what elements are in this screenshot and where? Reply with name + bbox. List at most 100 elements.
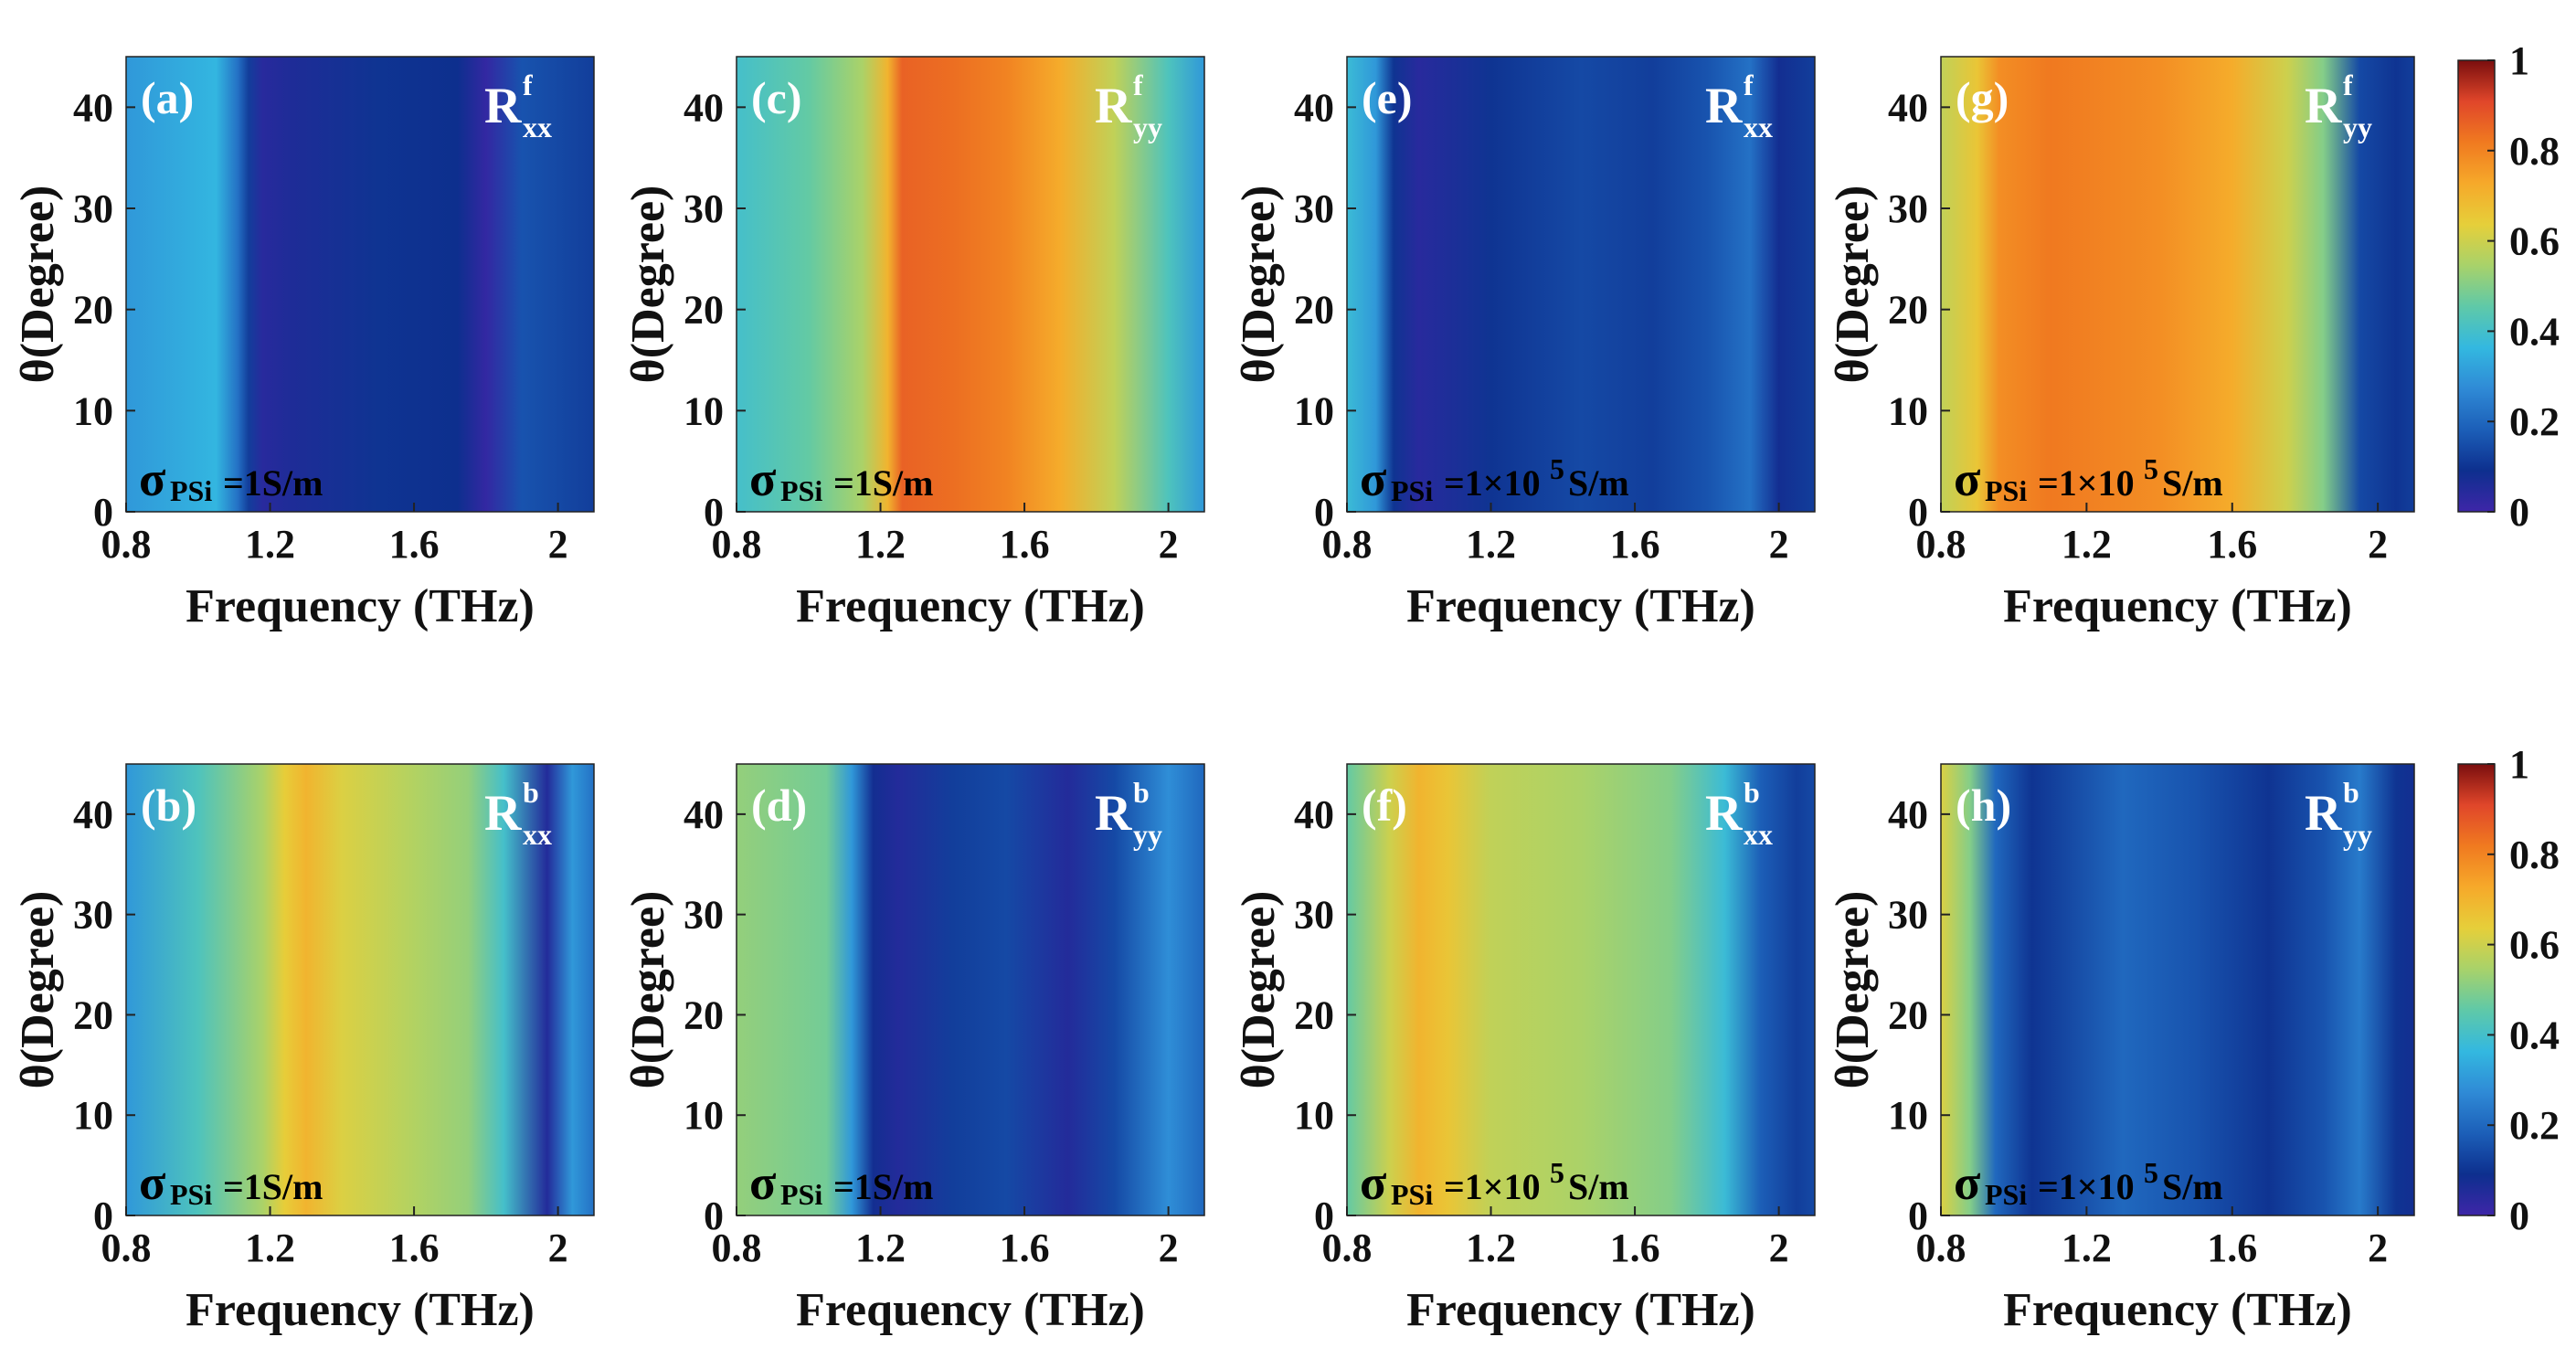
y-tick-label: 10 (1294, 1093, 1334, 1138)
sigma-symbol: σ (139, 1155, 166, 1210)
panel-a: 0 10 20 30 40 0.8 1.2 1.6 2 Frequency (THz) θ(Degr… (12, 56, 595, 632)
colorbar-tick-label: 0.8 (2509, 833, 2560, 877)
sigma-value: =1×10 (2038, 1166, 2135, 1207)
x-tick-label: 0.8 (101, 522, 152, 567)
y-tick-label: 10 (1888, 1093, 1928, 1138)
heatmap-a (126, 57, 594, 512)
y-axis-label: θ(Degree) (622, 891, 674, 1089)
panel-label: (g) (1956, 72, 2009, 123)
x-tick-label: 0.8 (1916, 522, 1966, 567)
sigma-subscript: PSi (780, 1178, 822, 1211)
reflectance-side: f (2343, 69, 2353, 101)
axes-frame (125, 763, 595, 1216)
y-tick-label: 40 (1294, 85, 1334, 130)
x-tick-label: 1.2 (2062, 522, 2112, 567)
reflectance-component: xx (1744, 111, 1773, 143)
y-tick-label: 40 (684, 85, 724, 130)
reflectance-side: f (523, 69, 533, 101)
sigma-symbol: σ (1360, 451, 1387, 506)
reflectance-side: b (1133, 776, 1150, 809)
reflectance-component: xx (523, 818, 552, 851)
x-tick-label: 0.8 (1322, 1226, 1373, 1270)
y-tick-label: 10 (1888, 388, 1928, 433)
x-tick-label: 1.6 (2207, 522, 2257, 567)
x-axis-label: Frequency (THz) (2003, 1284, 2352, 1336)
y-tick-label: 20 (684, 992, 724, 1037)
sigma-symbol: σ (1954, 1155, 1981, 1210)
sigma-exponent: 5 (1550, 1156, 1564, 1189)
sigma-symbol: σ (749, 451, 777, 506)
y-tick-label: 30 (73, 186, 113, 231)
y-axis-label: θ(Degree) (12, 891, 64, 1089)
sigma-subscript: PSi (170, 474, 212, 507)
heatmap-g (1941, 57, 2414, 512)
reflectance-side: b (523, 776, 539, 809)
y-tick-label: 0 (1908, 490, 1928, 535)
panel-label: (h) (1956, 780, 2011, 831)
panel-g: 0 10 20 30 40 0.8 1.2 1.6 2 Frequency (THz) θ(Degr… (1827, 56, 2415, 632)
panel-label: (d) (751, 780, 807, 831)
colorbar-tick-label: 1 (2509, 38, 2529, 83)
reflectance-label: R (484, 785, 522, 842)
y-axis-label: θ(Degree) (1233, 891, 1285, 1089)
reflectance-label: R (1095, 785, 1132, 842)
sigma-symbol: σ (139, 451, 166, 506)
y-tick-label: 10 (73, 388, 113, 433)
sigma-value: =1×10 (2038, 462, 2135, 504)
axes-frame (1940, 56, 2415, 513)
y-tick-label: 40 (1888, 792, 1928, 837)
x-tick-label: 2 (2368, 1226, 2388, 1270)
y-tick-label: 30 (684, 186, 724, 231)
x-tick-label: 2 (548, 522, 568, 567)
heatmap-d (737, 764, 1204, 1215)
reflectance-label: R (2305, 78, 2342, 134)
sigma-subscript: PSi (780, 474, 822, 507)
x-tick-label: 1.6 (1610, 1226, 1660, 1270)
x-tick-label: 1.6 (389, 1226, 440, 1270)
x-tick-label: 2 (548, 1226, 568, 1270)
y-tick-label: 0 (1314, 490, 1334, 535)
sigma-subscript: PSi (1391, 1178, 1433, 1211)
x-axis-label: Frequency (THz) (796, 1284, 1145, 1336)
heatmap-e (1347, 57, 1815, 512)
sigma-value: =1S/m (833, 462, 933, 504)
sigma-exponent: 5 (2144, 1156, 2158, 1189)
colorbar-tick-label: 1 (2509, 742, 2529, 787)
y-axis-label: θ(Degree) (1827, 186, 1879, 384)
axes-frame (736, 56, 1205, 513)
y-tick-label: 30 (73, 893, 113, 938)
panel-label: (b) (141, 780, 196, 831)
y-tick-label: 40 (684, 792, 724, 837)
reflectance-component: yy (1133, 818, 1162, 851)
sigma-unit: S/m (2162, 1166, 2223, 1207)
axes-frame (736, 763, 1205, 1216)
x-tick-label: 2 (1159, 522, 1179, 567)
x-axis-label: Frequency (THz) (1406, 580, 1755, 632)
x-tick-label: 2 (1159, 1226, 1179, 1270)
panel-e: 0 10 20 30 40 0.8 1.2 1.6 2 Frequency (THz) θ(Degr… (1233, 56, 1816, 632)
heatmap-b (126, 764, 594, 1215)
y-tick-label: 40 (73, 792, 113, 837)
y-axis-label: θ(Degree) (1233, 186, 1285, 384)
panel-c: 0 10 20 30 40 0.8 1.2 1.6 2 Frequency (THz) θ(Degr… (622, 56, 1205, 632)
x-tick-label: 1.2 (855, 1226, 906, 1270)
panel-d: 0 10 20 30 40 0.8 1.2 1.6 2 Frequency (THz) θ(Degr… (622, 763, 1205, 1336)
y-tick-label: 10 (684, 1093, 724, 1138)
x-tick-label: 0.8 (712, 1226, 762, 1270)
x-tick-label: 1.6 (1000, 522, 1050, 567)
colorbar-bottom: 1 0.8 0.6 0.4 0.2 0 (2457, 742, 2560, 1238)
sigma-exponent: 5 (2144, 452, 2158, 485)
reflectance-component: yy (2343, 818, 2372, 851)
reflectance-label: R (1705, 78, 1743, 134)
axes-frame (1940, 763, 2415, 1216)
x-tick-label: 1.2 (1466, 522, 1516, 567)
y-tick-label: 20 (1294, 992, 1334, 1037)
sigma-symbol: σ (1954, 451, 1981, 506)
y-tick-label: 10 (684, 388, 724, 433)
x-tick-label: 1.2 (2062, 1226, 2112, 1270)
sigma-exponent: 5 (1550, 452, 1564, 485)
y-tick-label: 0 (1908, 1194, 1928, 1238)
y-tick-label: 20 (1294, 288, 1334, 333)
colorbar-tick-label: 0.4 (2509, 1013, 2560, 1057)
